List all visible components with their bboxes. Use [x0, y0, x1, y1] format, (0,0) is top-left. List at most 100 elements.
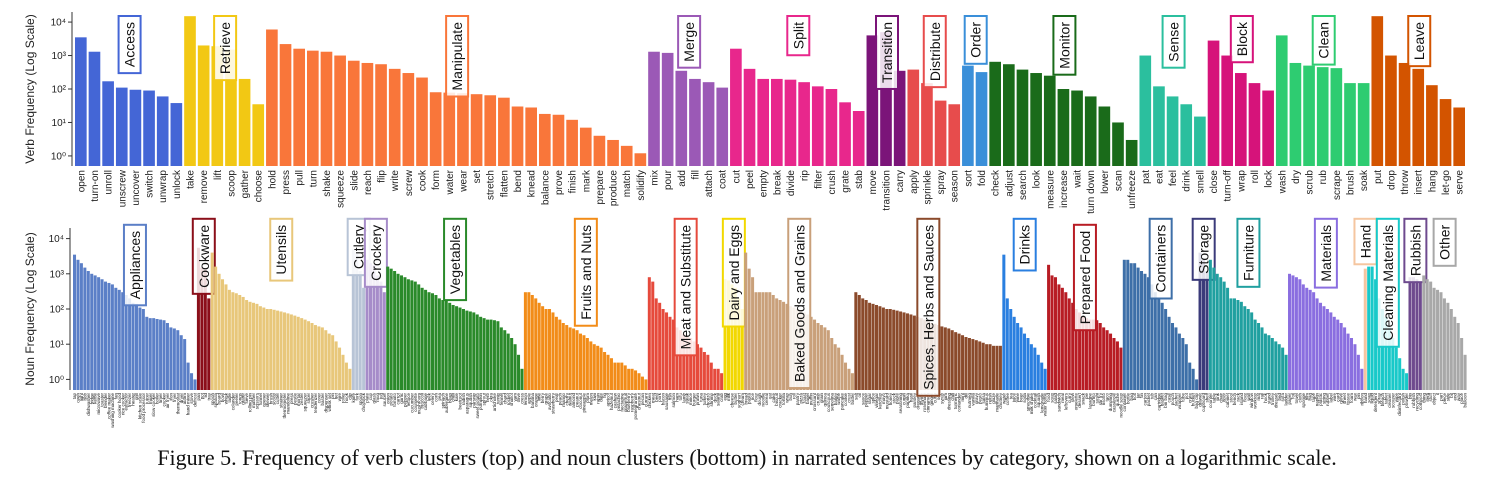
category-label: wait — [1073, 170, 1084, 189]
bar — [609, 358, 613, 390]
category-label: corer — [316, 393, 321, 404]
category-label: boiler — [155, 393, 160, 405]
category-label: beer — [1019, 393, 1024, 403]
bar — [1033, 347, 1037, 390]
category-label: dough — [757, 393, 762, 406]
bar — [1098, 106, 1111, 166]
category-label: shelf — [1204, 392, 1209, 402]
category-label: put — [1373, 170, 1384, 184]
category-label: honey — [888, 392, 893, 405]
bar — [1284, 354, 1288, 390]
category-label: scoop — [226, 170, 237, 197]
category-label: quinoa — [822, 393, 827, 407]
bar — [785, 303, 789, 390]
group-label-box — [117, 15, 142, 75]
category-label: prawn — [695, 393, 700, 406]
category-label: tub — [1149, 393, 1154, 400]
group-label: Distribute — [927, 22, 943, 81]
category-label: shrimp — [709, 393, 714, 407]
bar — [1064, 292, 1068, 390]
bar — [1363, 268, 1367, 390]
category-label: bottle — [1125, 393, 1130, 405]
category-label: whisk set — [327, 392, 332, 411]
bar — [995, 345, 999, 390]
bar — [1330, 68, 1343, 166]
category-label: light — [79, 392, 84, 401]
category-label: bleach — [1380, 393, 1385, 407]
bar — [1043, 368, 1047, 390]
bar — [1043, 75, 1056, 166]
category-label: chili — [950, 393, 955, 401]
bar — [733, 287, 737, 390]
bar — [702, 82, 715, 166]
category-label: switch — [145, 170, 156, 198]
category-label: slide — [349, 170, 360, 191]
category-label: pepper — [403, 393, 408, 408]
bar — [988, 344, 992, 390]
category-label: pan — [196, 393, 201, 401]
group-label: Split — [790, 22, 806, 49]
category-label: salad — [1053, 393, 1058, 404]
category-label: object — [1432, 392, 1437, 405]
category-label: mango — [561, 393, 566, 407]
bar — [492, 320, 496, 390]
bar — [413, 281, 417, 390]
bar — [1208, 259, 1212, 390]
bar — [640, 376, 644, 390]
bar — [1248, 83, 1261, 166]
category-label: spoon — [210, 393, 215, 406]
bar — [134, 303, 138, 390]
bar — [1353, 344, 1357, 390]
bar — [706, 354, 710, 390]
category-label: broccoli — [420, 393, 425, 409]
category-label: string — [1322, 393, 1327, 405]
category-label: window — [1249, 392, 1254, 408]
category-label: blueberry — [626, 392, 631, 412]
category-label: rocket — [506, 392, 511, 405]
bar — [388, 68, 401, 166]
bar — [599, 347, 603, 390]
bar — [365, 259, 369, 390]
bar — [238, 78, 251, 166]
category-label: drop — [1386, 170, 1397, 190]
category-label: tray — [206, 392, 211, 400]
category-label: roller — [341, 393, 346, 404]
category-label: bag — [1129, 393, 1134, 401]
bar — [837, 347, 841, 390]
category-label: bin — [1408, 393, 1413, 400]
bar — [525, 107, 537, 166]
category-label: hazelnut — [609, 392, 614, 410]
bar — [103, 281, 108, 390]
category-label: cup — [368, 393, 373, 401]
category-label: beetroot — [458, 392, 463, 409]
group-label-box — [1311, 15, 1336, 66]
group-label: Spices, Herbs and Sauces — [920, 225, 936, 390]
bar — [1030, 73, 1042, 166]
bar — [1429, 281, 1433, 390]
bar — [1232, 298, 1236, 390]
category-label: eat — [1154, 170, 1165, 184]
bar — [1129, 263, 1133, 390]
category-label: cooker — [162, 393, 167, 407]
category-label: ham — [674, 393, 679, 402]
bar — [961, 335, 965, 390]
group-label: Clean — [1316, 22, 1332, 59]
bar — [1343, 327, 1347, 390]
category-label: garlic — [399, 392, 404, 404]
bar — [190, 373, 194, 390]
category-label: pour — [663, 169, 674, 190]
bar — [975, 72, 988, 166]
category-label: place — [1459, 393, 1464, 404]
category-label: stand — [1266, 393, 1271, 405]
bar — [813, 319, 817, 390]
bar — [899, 311, 903, 390]
category-label: counter — [1208, 393, 1213, 409]
category-label: peel — [745, 170, 756, 189]
bar — [582, 335, 586, 390]
bar — [630, 368, 634, 390]
bar — [1047, 264, 1051, 390]
category-label: meal — [1060, 393, 1065, 403]
group-label-box — [213, 15, 238, 82]
category-label: skewer — [265, 393, 270, 408]
category-label: soda — [1022, 393, 1027, 403]
